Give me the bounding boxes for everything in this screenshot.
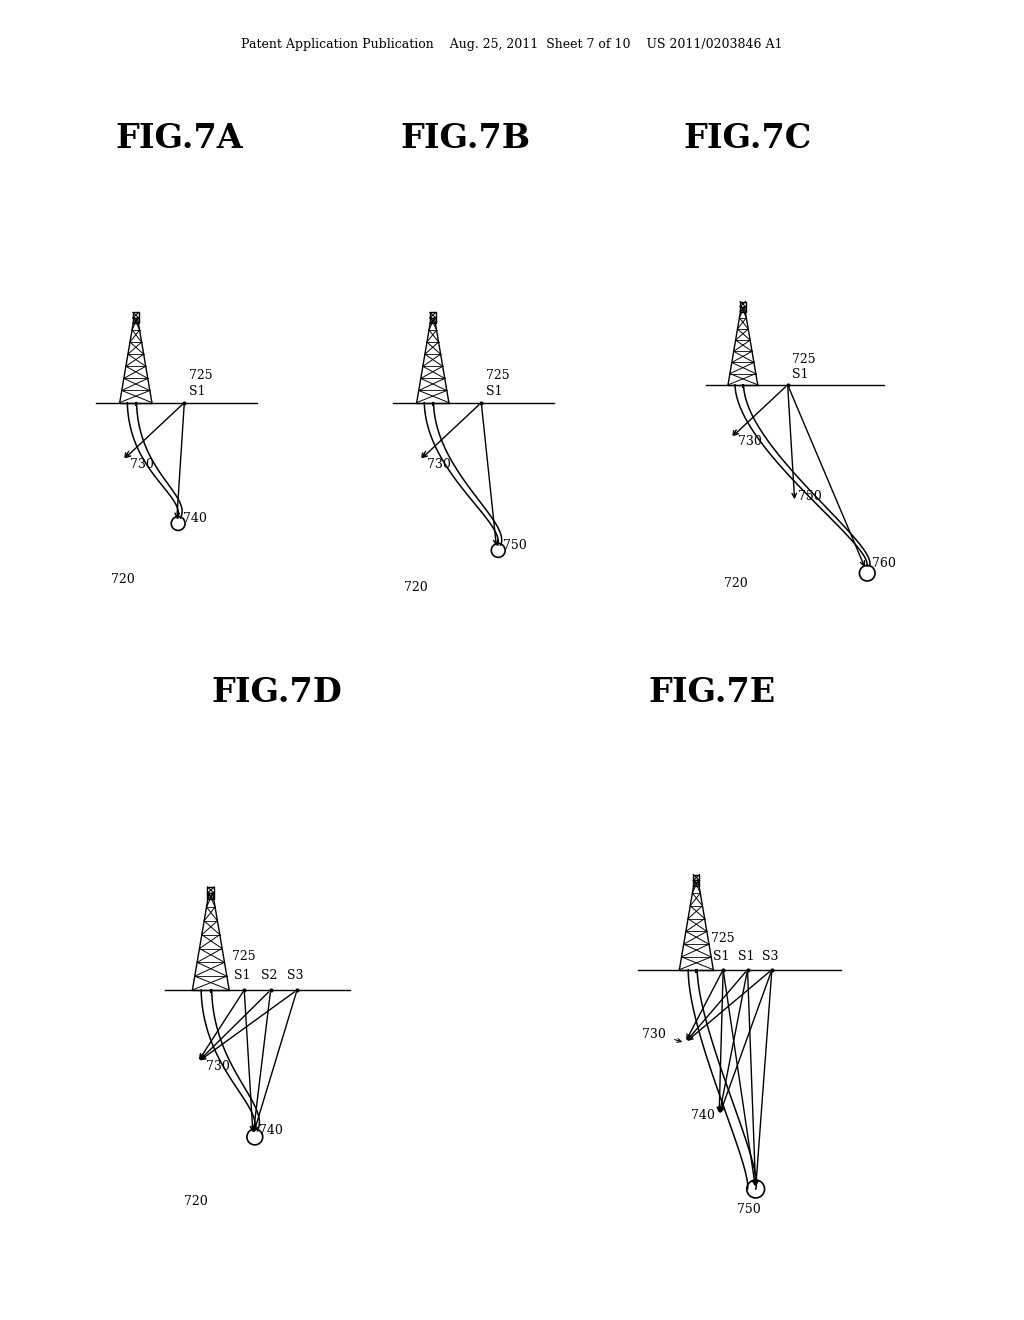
Bar xyxy=(693,880,699,886)
Text: 730: 730 xyxy=(427,458,452,471)
Text: 750: 750 xyxy=(799,490,822,503)
Text: 750: 750 xyxy=(503,539,526,552)
Text: 720: 720 xyxy=(404,581,428,594)
Text: Patent Application Publication    Aug. 25, 2011  Sheet 7 of 10    US 2011/020384: Patent Application Publication Aug. 25, … xyxy=(242,38,782,51)
Text: 730: 730 xyxy=(642,1028,666,1041)
Text: 725: 725 xyxy=(712,932,735,945)
Bar xyxy=(208,894,214,899)
Bar xyxy=(430,318,436,323)
Text: S1: S1 xyxy=(189,384,206,397)
Text: S3: S3 xyxy=(762,950,778,964)
Text: 730: 730 xyxy=(738,436,762,449)
Text: 725: 725 xyxy=(486,370,510,383)
Text: S1: S1 xyxy=(792,368,808,380)
Bar xyxy=(740,301,745,306)
Text: FIG.7E: FIG.7E xyxy=(648,676,775,710)
Text: FIG.7A: FIG.7A xyxy=(116,121,243,154)
Bar xyxy=(693,875,699,880)
Bar xyxy=(133,318,139,323)
Bar xyxy=(740,306,745,312)
Text: S1: S1 xyxy=(714,950,730,964)
Text: S3: S3 xyxy=(287,969,303,982)
Text: 720: 720 xyxy=(184,1195,208,1208)
Text: 730: 730 xyxy=(130,458,155,471)
Text: 725: 725 xyxy=(189,370,213,383)
Text: 720: 720 xyxy=(724,577,748,590)
Text: S1: S1 xyxy=(737,950,754,964)
Text: 725: 725 xyxy=(792,354,815,367)
Text: 725: 725 xyxy=(232,950,256,964)
Text: S1: S1 xyxy=(234,969,251,982)
Text: 720: 720 xyxy=(112,573,135,586)
Text: FIG.7B: FIG.7B xyxy=(400,121,531,154)
Text: 730: 730 xyxy=(207,1060,230,1073)
Bar xyxy=(133,313,139,318)
Text: 760: 760 xyxy=(871,557,895,570)
Bar xyxy=(208,887,214,894)
Text: FIG.7D: FIG.7D xyxy=(211,676,342,710)
Text: S1: S1 xyxy=(486,384,503,397)
Text: S2: S2 xyxy=(261,969,278,982)
Text: 750: 750 xyxy=(737,1203,761,1216)
Text: 740: 740 xyxy=(690,1109,715,1122)
Text: FIG.7C: FIG.7C xyxy=(683,121,812,154)
Bar xyxy=(430,313,436,318)
Text: 740: 740 xyxy=(259,1125,283,1138)
Text: 740: 740 xyxy=(182,512,207,524)
